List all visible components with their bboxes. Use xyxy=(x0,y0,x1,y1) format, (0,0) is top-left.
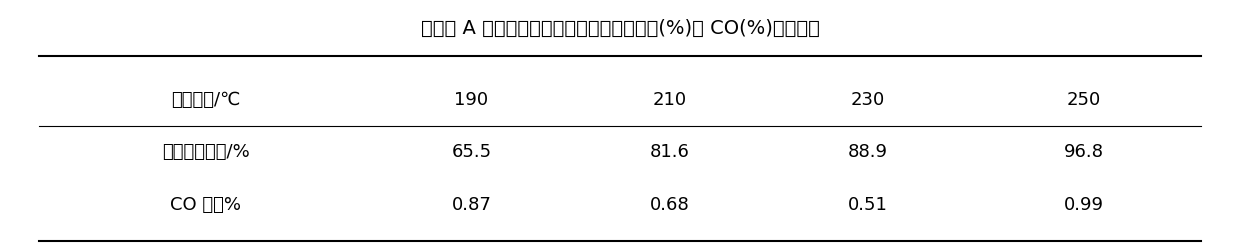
Text: 反应温度/℃: 反应温度/℃ xyxy=(171,91,241,109)
Text: 0.51: 0.51 xyxy=(847,196,888,213)
Text: 甲醇的转化率/%: 甲醇的转化率/% xyxy=(161,143,249,161)
Text: 0.68: 0.68 xyxy=(650,196,689,213)
Text: CO 含量%: CO 含量% xyxy=(170,196,241,213)
Text: 210: 210 xyxy=(652,91,687,109)
Text: 88.9: 88.9 xyxy=(847,143,888,161)
Text: 81.6: 81.6 xyxy=(650,143,689,161)
Text: 催化剂 A 不同反应温度对应的甲醇转化速率(%)和 CO(%)百分含量: 催化剂 A 不同反应温度对应的甲醇转化速率(%)和 CO(%)百分含量 xyxy=(420,19,820,38)
Text: 65.5: 65.5 xyxy=(451,143,491,161)
Text: 190: 190 xyxy=(455,91,489,109)
Text: 0.87: 0.87 xyxy=(451,196,491,213)
Text: 250: 250 xyxy=(1066,91,1101,109)
Text: 230: 230 xyxy=(851,91,884,109)
Text: 96.8: 96.8 xyxy=(1064,143,1104,161)
Text: 0.99: 0.99 xyxy=(1064,196,1104,213)
